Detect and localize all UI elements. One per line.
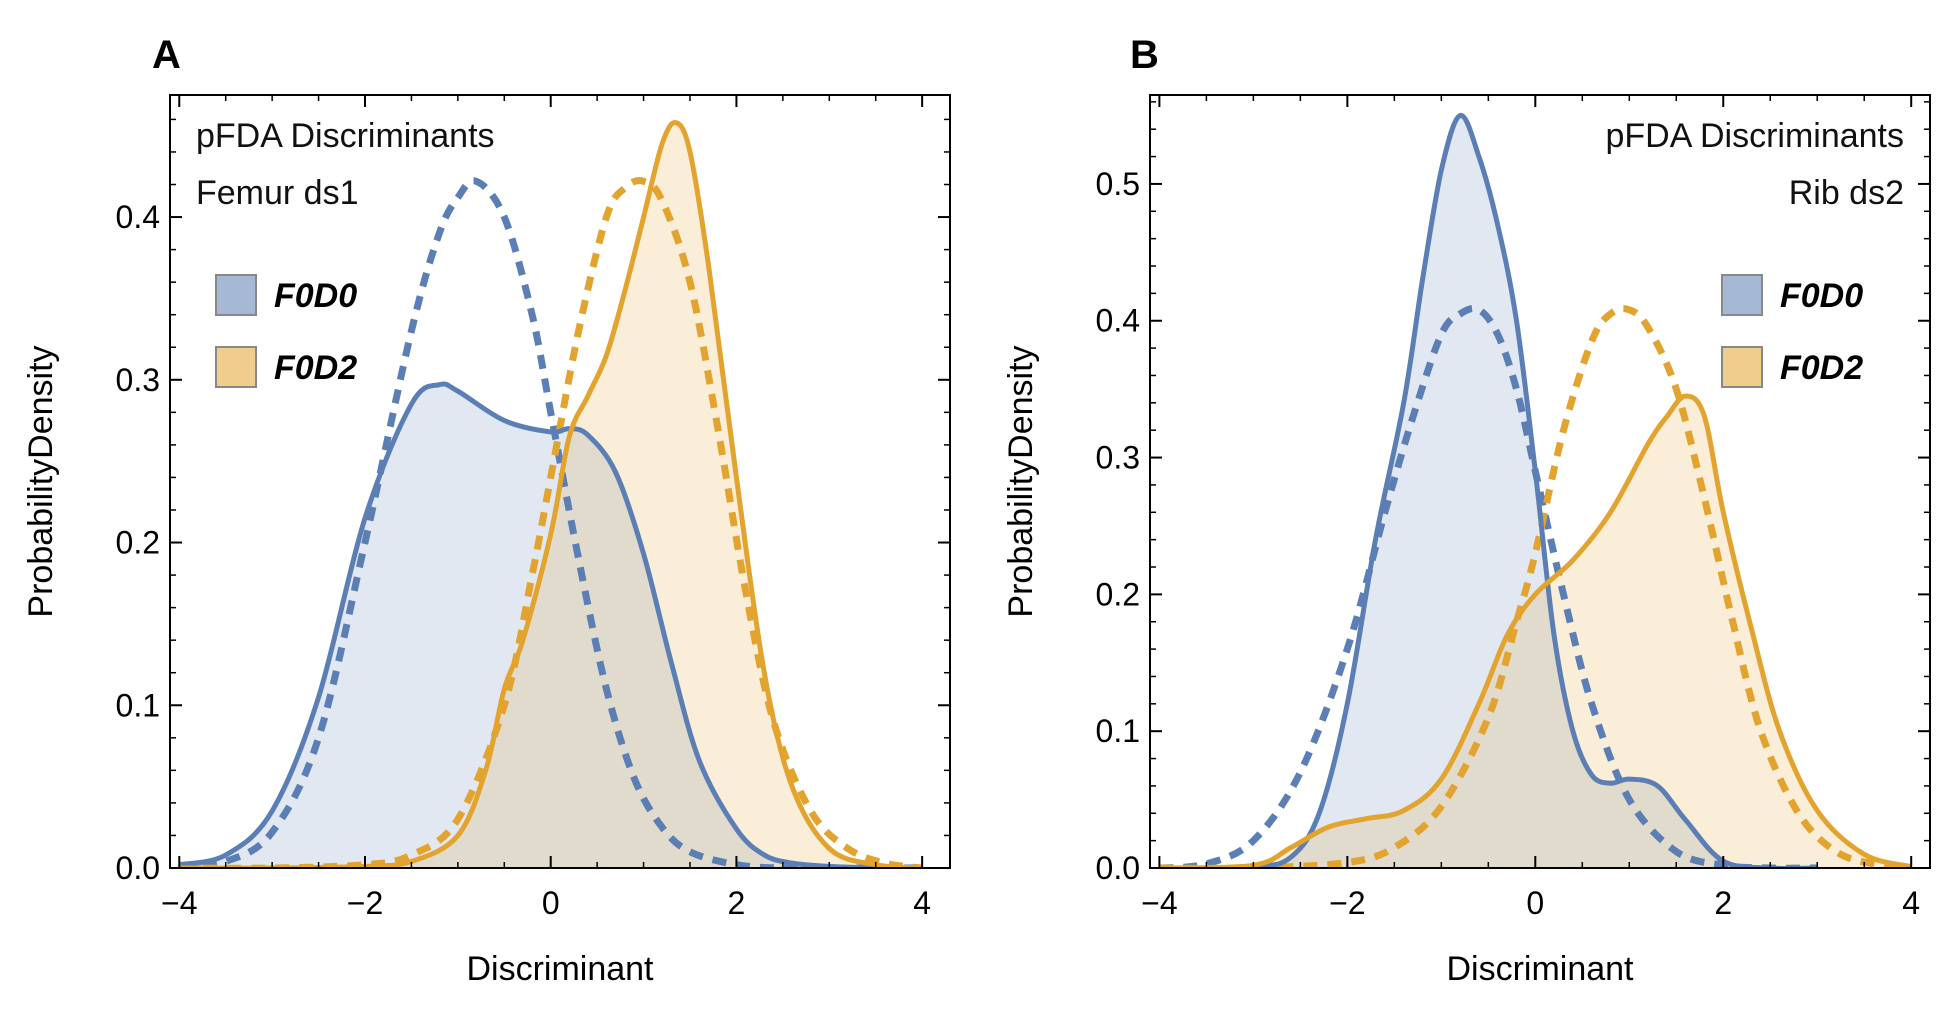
- y-tick-label: 0.1: [116, 687, 160, 723]
- y-tick-label: 0.4: [116, 199, 160, 235]
- panel-letter: A: [152, 33, 181, 77]
- legend-swatch: [1721, 346, 1763, 388]
- plot-frame: [169, 94, 951, 869]
- x-tick-label: −2: [1329, 885, 1365, 921]
- chart-annotation-line: Rib ds2: [1789, 174, 1904, 212]
- y-tick-label: 0.1: [1096, 713, 1140, 749]
- area-fill-f0d0: [179, 383, 923, 868]
- series-line-f0d0-dashed: [1159, 304, 1818, 868]
- legend-swatch: [1721, 274, 1763, 316]
- plot-frame: [1149, 94, 1931, 869]
- y-axis-label: ProbabilityDensity: [22, 345, 60, 617]
- plot-area: [1159, 113, 1912, 868]
- area-fill-f0d2: [179, 122, 923, 868]
- x-axis-label: Discriminant: [466, 950, 654, 988]
- x-tick-label: 0: [542, 885, 560, 921]
- legend-swatch: [215, 274, 257, 316]
- legend-label: F0D2: [1780, 349, 1863, 387]
- chart-panel-a: A −4 −2 0 2 4 0.0 0.1 0.2 0.3 0.4 Discriminant Proba…: [22, 33, 951, 988]
- legend-swatch: [215, 346, 257, 388]
- legend-label: F0D2: [274, 349, 357, 387]
- x-tick-label: 4: [913, 885, 931, 921]
- y-tick-label: 0.4: [1096, 303, 1140, 339]
- y-axis-label: ProbabilityDensity: [1002, 345, 1040, 617]
- series-line-f0d2-solid: [1159, 393, 1912, 868]
- y-tick-label: 0.5: [1096, 166, 1140, 202]
- area-fill-f0d0: [1159, 115, 1818, 868]
- x-axis-label: Discriminant: [1446, 950, 1634, 988]
- plot-area: [178, 120, 923, 868]
- series-line-f0d0-solid: [1159, 113, 1818, 868]
- series-line-f0d2-solid: [179, 120, 923, 868]
- chart-annotation-line: Femur ds1: [196, 174, 359, 212]
- x-tick-label: −2: [347, 885, 383, 921]
- y-tick-label: 0.0: [116, 850, 160, 886]
- chart-panel-b: B −4 −2 0 2 4 0.0 0.1 0.2 0.3 0.4 0.5 Discriminant Pr…: [1002, 33, 1931, 988]
- chart-annotation-line: pFDA Discriminants: [1605, 117, 1904, 155]
- y-tick-label: 0.2: [116, 525, 160, 561]
- chart-annotation-line: pFDA Discriminants: [196, 117, 495, 155]
- y-tick-label: 0.0: [1096, 850, 1140, 886]
- x-tick-label: 2: [728, 885, 746, 921]
- legend-label: F0D0: [1780, 277, 1863, 315]
- y-tick-label: 0.2: [1096, 576, 1140, 612]
- panel-letter: B: [1130, 33, 1159, 77]
- x-tick-label: 4: [1902, 885, 1920, 921]
- series-line-f0d2-dashed: [1159, 305, 1912, 868]
- y-tick-label: 0.3: [1096, 440, 1140, 476]
- y-tick-label: 0.3: [116, 362, 160, 398]
- x-tick-label: −4: [161, 885, 197, 921]
- x-tick-label: 2: [1714, 885, 1732, 921]
- x-tick-label: −4: [1141, 885, 1177, 921]
- legend-label: F0D0: [274, 277, 357, 315]
- x-tick-label: 0: [1526, 885, 1544, 921]
